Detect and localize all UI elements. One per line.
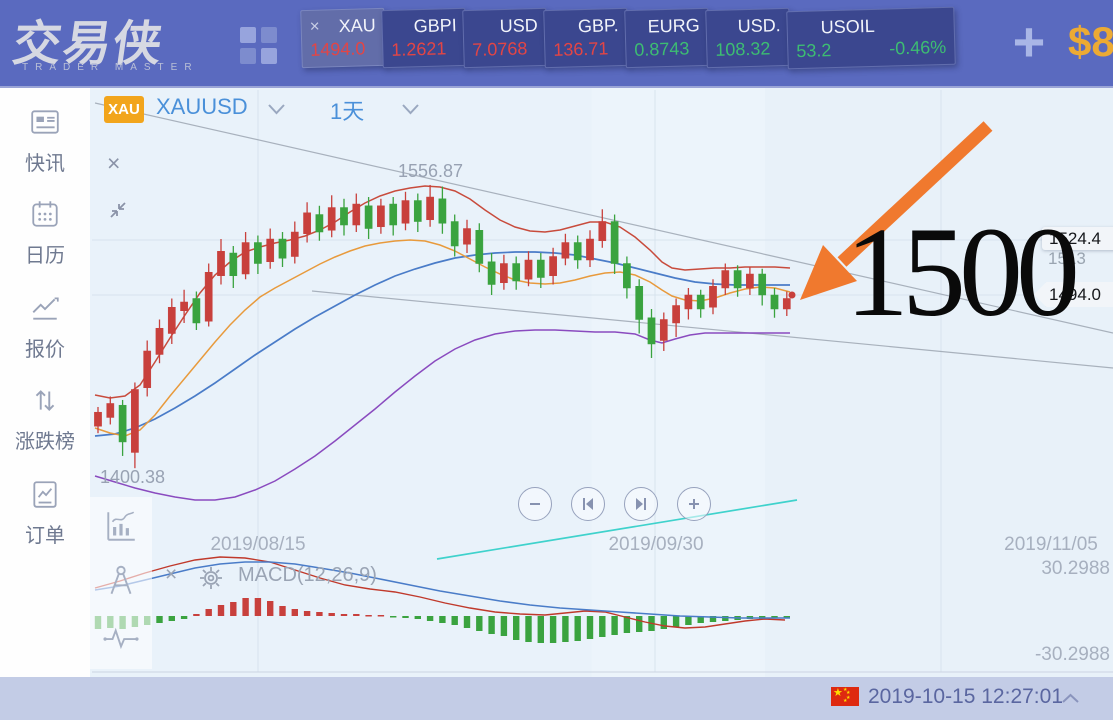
left-sidebar: 快讯 日历 报价 涨跌榜 订单 <box>0 88 90 718</box>
symbol-selector[interactable]: XAUUSD <box>156 94 248 119</box>
account-balance[interactable]: $8 <box>1068 18 1113 65</box>
price-label-mid: 1513 <box>1048 249 1086 268</box>
ticker-gbp[interactable]: GBPI 1.2621 <box>381 7 467 69</box>
skip-to-start-button[interactable] <box>571 487 605 521</box>
sidebar-item-label: 报价 <box>25 339 65 361</box>
high-price-label: 1556.87 <box>398 161 464 181</box>
ticker-change: -0.46% <box>888 36 947 59</box>
candlestick-chart[interactable] <box>90 88 1113 677</box>
ticker-eur[interactable]: EURG 0.8743 <box>624 7 710 69</box>
ticker-symbol: GBP. <box>577 15 619 37</box>
ticker-usdj[interactable]: USD. 108.32 <box>705 7 791 69</box>
server-timestamp: 2019-10-15 12:27:01 <box>868 685 1063 708</box>
sidebar-item-calendar[interactable]: 日历 <box>0 198 90 268</box>
macd-indicator-label[interactable]: MACD(12,26,9) <box>238 564 377 586</box>
ticker-symbol: XAU <box>338 15 376 37</box>
symbol-badge: XAU <box>104 96 144 123</box>
indicator-chart-icon[interactable] <box>103 508 139 549</box>
ticker-value: 53.2 <box>796 40 832 62</box>
sidebar-item-news[interactable]: 快讯 <box>0 106 90 176</box>
add-ticker-button[interactable]: + <box>1012 10 1046 73</box>
pulse-line-icon[interactable] <box>103 620 139 661</box>
ticker-value: 1.2621 <box>391 38 447 60</box>
chevron-down-icon[interactable] <box>402 102 419 120</box>
ticker-symbol: USD <box>499 15 538 37</box>
zoom-in-button[interactable] <box>677 487 711 521</box>
ticker-value: 136.71 <box>553 38 609 60</box>
chart-canvas[interactable] <box>90 88 1113 677</box>
sidebar-item-ranking[interactable]: 涨跌榜 <box>0 384 90 454</box>
china-flag-icon: ★ ★ ★ ★ ★ <box>831 687 859 706</box>
app-logo-subtitle: TRADER MASTER <box>22 62 199 73</box>
chart-close-icon[interactable]: × <box>107 150 121 176</box>
drawing-compass-icon[interactable] <box>103 562 139 603</box>
zoom-out-button[interactable] <box>518 487 552 521</box>
grid-menu-icon[interactable] <box>240 27 278 65</box>
status-bar: ★ ★ ★ ★ ★ 2019-10-15 12:27:01 <box>0 677 1113 720</box>
macd-scale-min: -30.2988 <box>1034 644 1110 665</box>
skip-to-end-button[interactable] <box>624 487 658 521</box>
sidebar-item-label: 快讯 <box>25 153 65 175</box>
timeframe-selector[interactable]: 1天 <box>330 99 365 124</box>
macd-close-icon[interactable]: × <box>165 563 178 586</box>
news-icon <box>31 110 59 134</box>
sidebar-item-quotes[interactable]: 报价 <box>0 292 90 362</box>
ticker-symbol: GBPI <box>413 15 457 37</box>
orders-icon <box>33 481 57 508</box>
calendar-icon <box>32 201 58 227</box>
ticker-symbol: EURG <box>647 15 700 37</box>
ticker-value: 0.8743 <box>634 38 690 60</box>
date-label: 2019/11/05 <box>1004 534 1098 555</box>
ticker-xau[interactable]: × XAU 1494.0 <box>300 7 386 69</box>
date-label: 2019/09/30 <box>608 534 704 555</box>
ticker-gbpj[interactable]: GBP. 136.71 <box>543 7 629 69</box>
current-price-tag: 1494.0 <box>1034 282 1113 307</box>
ranking-icon <box>35 390 55 411</box>
ticker-usoil[interactable]: USOIL 53.2 -0.46% <box>786 6 956 70</box>
ticker-strip: × XAU 1494.0 GBPI 1.2621 USD 7.0768 GBP.… <box>300 6 956 70</box>
collapse-icon[interactable] <box>108 200 128 225</box>
ticker-close-icon[interactable]: × <box>309 16 320 36</box>
macd-scale-max: 30.2988 <box>1041 558 1110 579</box>
annotation-text-1500: 1500 <box>845 201 1080 343</box>
quotes-icon <box>32 297 59 320</box>
sidebar-item-label: 订单 <box>25 525 65 547</box>
low-price-label: 1400.38 <box>100 467 166 487</box>
date-label: 2019/08/15 <box>210 534 306 555</box>
sidebar-item-label: 日历 <box>25 245 65 267</box>
sidebar-item-orders[interactable]: 订单 <box>0 478 90 548</box>
ticker-value: 1494.0 <box>310 38 366 60</box>
chevron-up-icon[interactable] <box>1062 691 1079 709</box>
gear-icon[interactable] <box>198 565 224 596</box>
chevron-down-icon[interactable] <box>268 102 285 120</box>
top-bar: 交易侠 TRADER MASTER × XAU 1494.0 GBPI 1.26… <box>0 0 1113 88</box>
ticker-symbol: USD. <box>737 15 781 37</box>
ticker-usd[interactable]: USD 7.0768 <box>462 7 548 69</box>
ticker-value: 7.0768 <box>472 38 528 60</box>
ticker-symbol: USOIL <box>820 15 875 38</box>
ticker-value: 108.32 <box>715 38 771 60</box>
price-tag-upper: 1524.4 <box>1042 227 1113 250</box>
sidebar-item-label: 涨跌榜 <box>15 431 75 453</box>
